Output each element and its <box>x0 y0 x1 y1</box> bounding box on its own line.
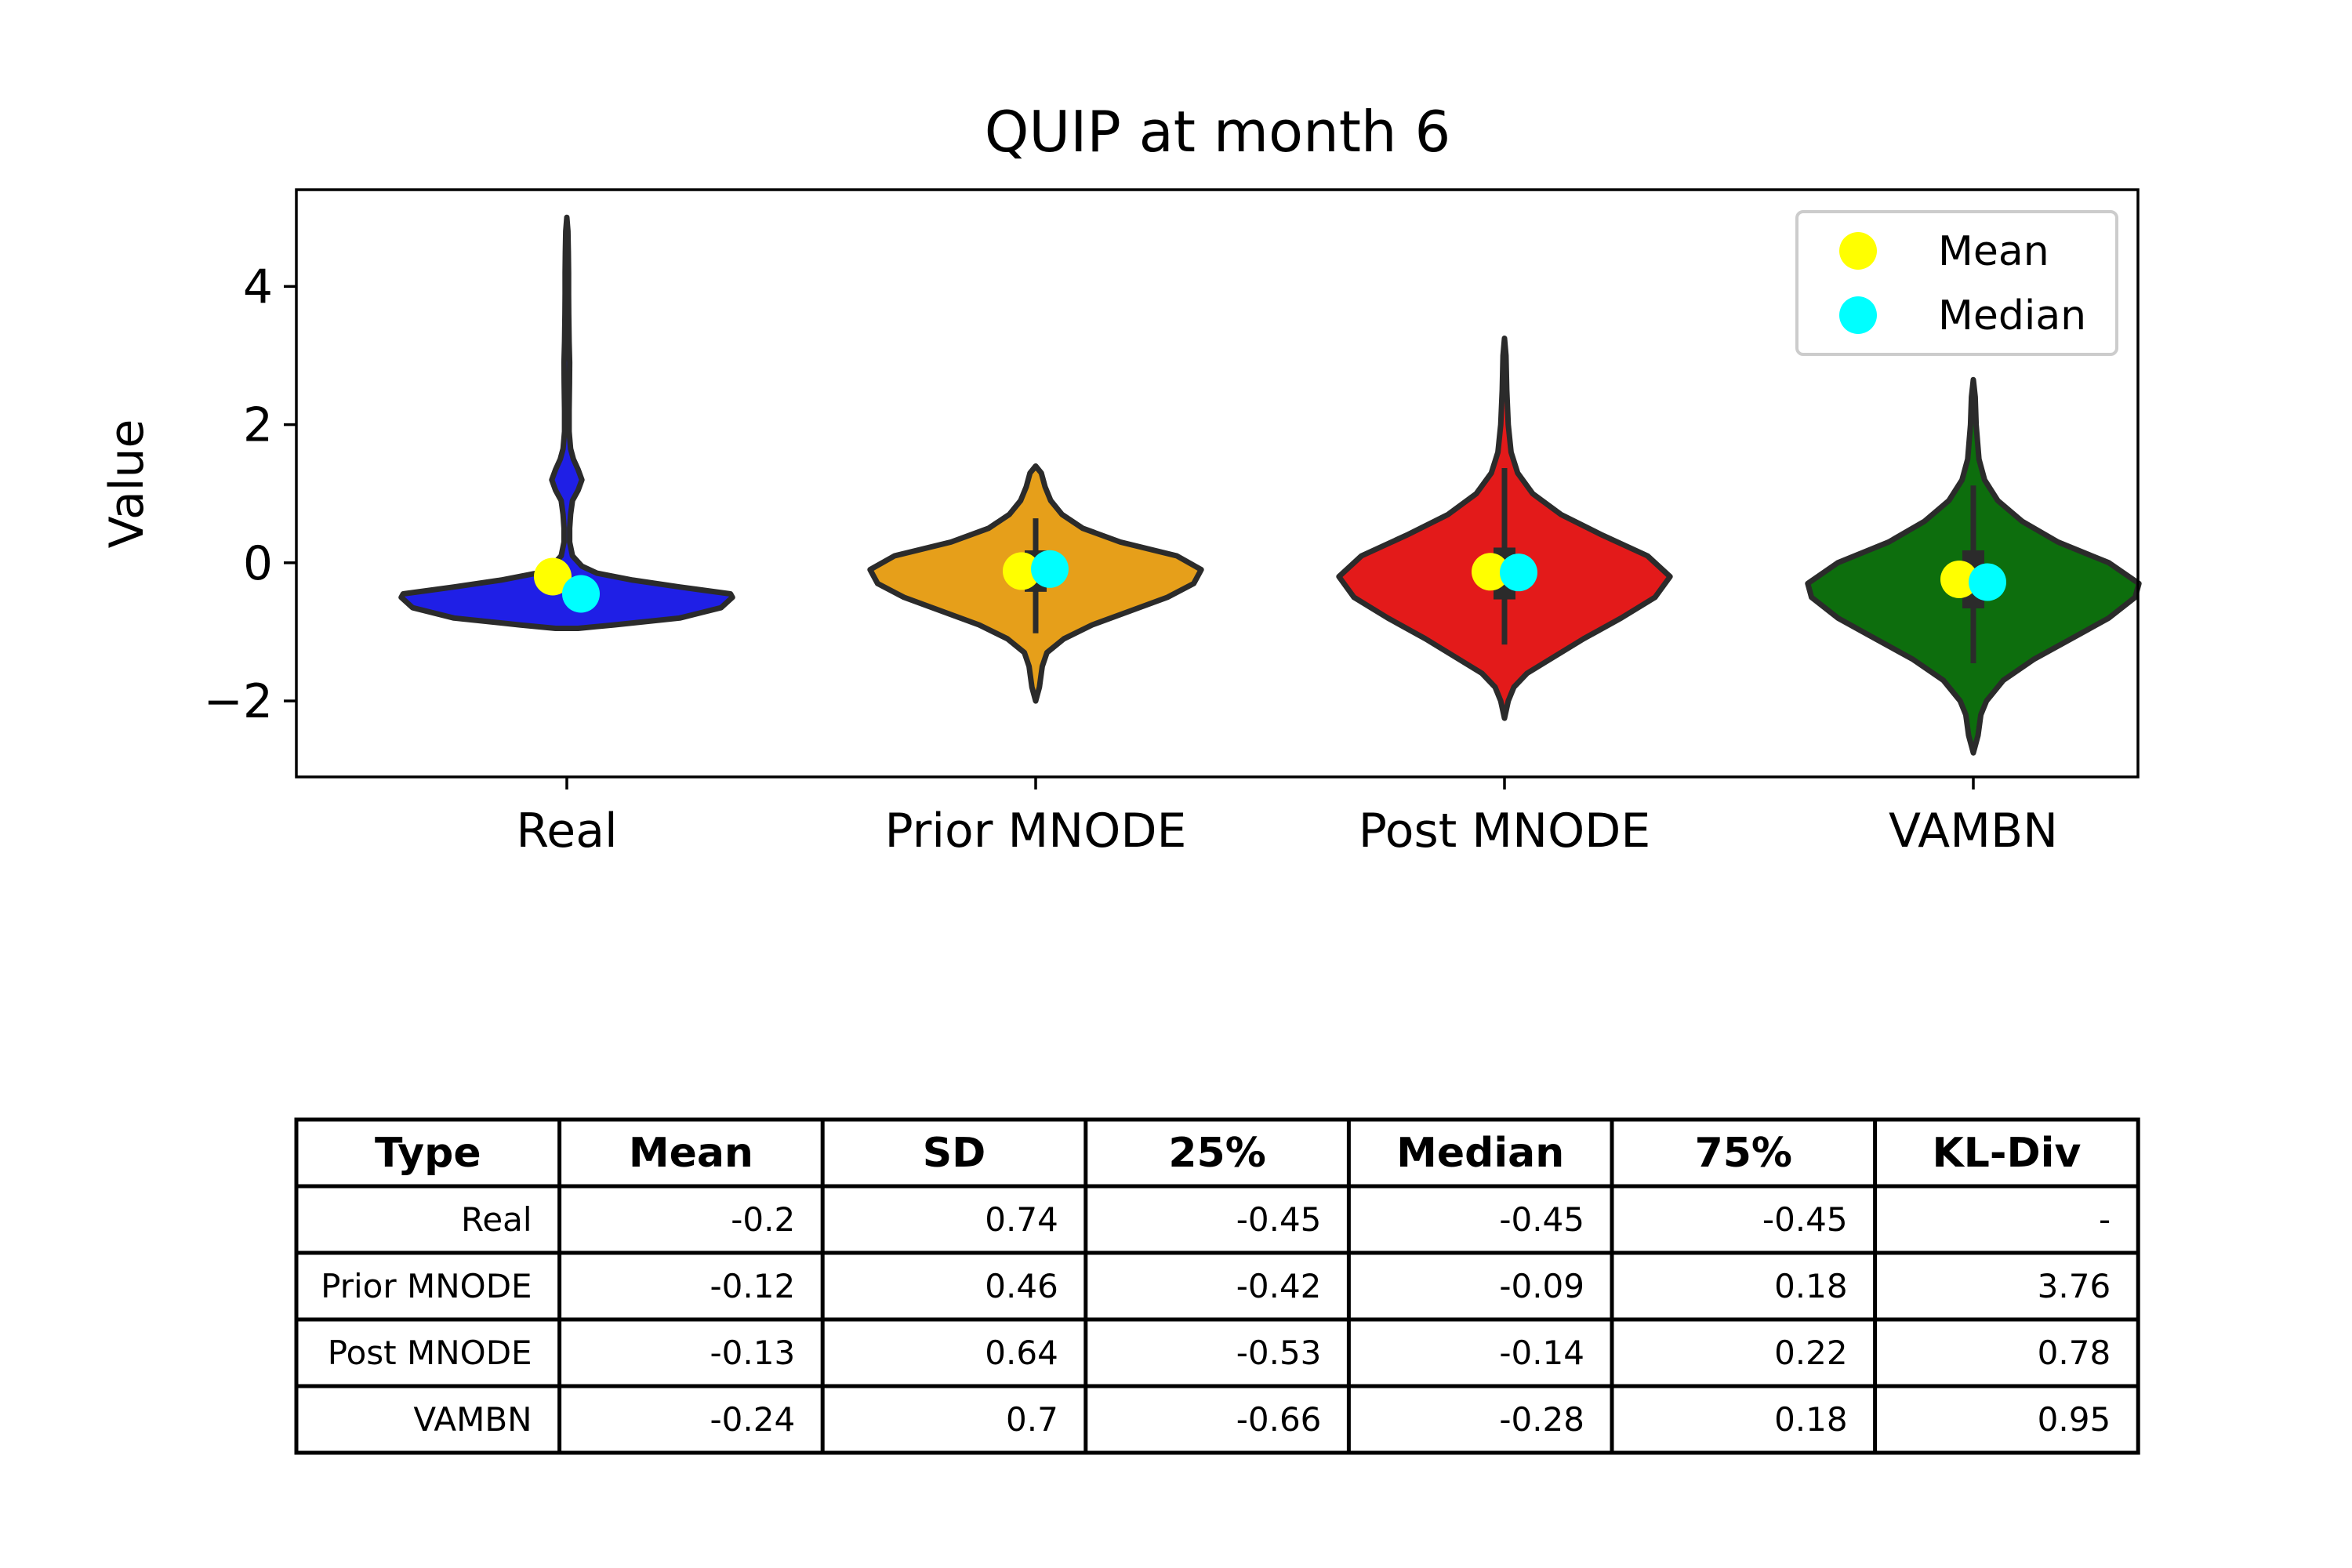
table-cell: 0.18 <box>1774 1267 1848 1305</box>
y-tick-label: 2 <box>243 398 273 453</box>
x-tick-label: Prior MNODE <box>885 804 1187 858</box>
y-axis-label: Value <box>100 419 154 549</box>
mean-marker <box>1472 553 1509 591</box>
table-cell: 0.74 <box>985 1200 1058 1239</box>
y-axis-ticks: −2 0 2 4 <box>204 260 296 729</box>
legend-box <box>1795 210 2118 356</box>
table-border <box>294 1117 2140 1455</box>
legend-median-label: Median <box>1938 292 2086 339</box>
table-cell: 0.46 <box>985 1267 1058 1305</box>
legend-median-marker <box>1839 296 1877 334</box>
plot-frame <box>295 188 2140 779</box>
table-cell: 0.7 <box>1006 1400 1058 1439</box>
table-row-label: Post MNODE <box>328 1334 532 1372</box>
plot-area: −2 0 2 4 Real Prior MNODE Post MNODE VAMBN <box>204 188 2142 858</box>
legend-mean-label: Mean <box>1938 228 2049 275</box>
y-tick-label: 4 <box>243 260 273 314</box>
median-marker <box>1969 563 2006 601</box>
table-cell: 0.64 <box>985 1334 1058 1372</box>
violin-post-mnode <box>1336 336 1673 721</box>
y-tick-label: 0 <box>243 536 273 591</box>
chart-title: QUIP at month 6 <box>985 99 1451 165</box>
table-cell: 3.76 <box>2038 1267 2111 1305</box>
x-tick-label: Real <box>516 804 617 858</box>
table-header-cell: Mean <box>629 1130 753 1177</box>
table-header-cell: KL-Div <box>1932 1130 2081 1177</box>
stats-table: Type Mean SD 25% Median 75% KL-Div Real -0.2 0.74… <box>294 1117 2140 1455</box>
median-marker <box>562 575 600 613</box>
table-cell: -0.12 <box>710 1267 796 1305</box>
table-cell: - <box>2099 1200 2111 1239</box>
table-header-cell: Type <box>375 1130 481 1177</box>
x-axis-ticks: Real Prior MNODE Post MNODE VAMBN <box>516 777 2058 858</box>
table-cell: -0.66 <box>1236 1400 1322 1439</box>
table-cell: 0.18 <box>1774 1400 1848 1439</box>
legend: Mean Median <box>1795 210 2118 356</box>
x-tick-label: Post MNODE <box>1359 804 1651 858</box>
table-cell: -0.09 <box>1499 1267 1584 1305</box>
table-cell: -0.53 <box>1236 1334 1322 1372</box>
y-tick-label: −2 <box>204 674 273 729</box>
table-cell: -0.28 <box>1499 1400 1584 1439</box>
table-row-label: Real <box>461 1200 532 1239</box>
mean-median-markers <box>534 550 2006 613</box>
violins <box>398 214 2142 756</box>
table-cell: -0.42 <box>1236 1267 1322 1305</box>
mean-marker <box>534 557 572 596</box>
table-cell: 0.95 <box>2038 1400 2111 1439</box>
table-header-cell: Median <box>1396 1130 1564 1177</box>
table-row-label: Prior MNODE <box>321 1267 532 1305</box>
mean-marker <box>1940 560 1978 598</box>
median-marker <box>1031 550 1069 588</box>
table-cell: -0.14 <box>1499 1334 1584 1372</box>
table-cell: -0.24 <box>710 1400 796 1439</box>
table-cell: -0.45 <box>1499 1200 1584 1239</box>
table-row-label: VAMBN <box>413 1400 532 1439</box>
table-cell: -0.45 <box>1236 1200 1322 1239</box>
legend-mean-marker <box>1839 232 1877 270</box>
table-cell: -0.13 <box>710 1334 796 1372</box>
mean-marker <box>1003 552 1040 590</box>
table-header-cell: 25% <box>1168 1130 1265 1177</box>
table-cell: 0.78 <box>2038 1334 2111 1372</box>
x-tick-label: VAMBN <box>1889 804 2058 858</box>
median-marker <box>1500 554 1537 592</box>
table-cell: -0.2 <box>731 1200 795 1239</box>
table-cell: 0.22 <box>1774 1334 1848 1372</box>
table-header-cell: SD <box>923 1130 986 1177</box>
table-header-cell: 75% <box>1695 1130 1792 1177</box>
table-cell: -0.45 <box>1762 1200 1848 1239</box>
